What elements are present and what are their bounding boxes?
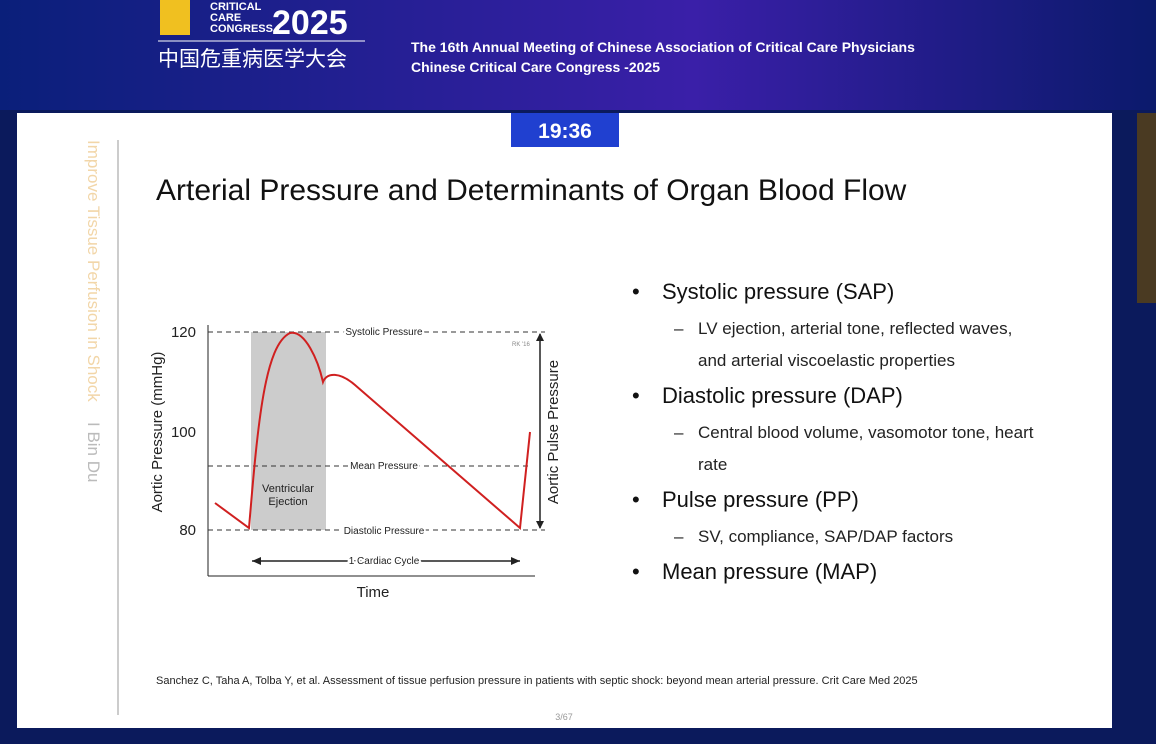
video-strip [1137,113,1156,303]
meeting: The 16th Annual Meeting of Chinese Assoc… [411,39,915,55]
ref-lines [208,331,545,531]
cycle-label: 1 Cardiac Cycle [349,556,420,567]
header-bg [0,0,1156,110]
pulse-label: Aortic Pulse Pressure [545,360,562,504]
citation: Sanchez C, Taha A, Tolba Y, et al. Asses… [156,675,918,687]
bullet: Pulse pressure (PP) [632,487,859,513]
logo-mark [160,0,190,35]
sidebar-topic: Improve Tissue Perfusion in Shock [84,140,103,402]
chinese-name: 中国危重病医学大会 [158,48,347,71]
y-label: Aortic Pressure (mmHg) [149,352,166,513]
mean-label: Mean Pressure [350,461,418,472]
figure: 120 100 80 Aortic Pressure (mmHg) Time S… [149,324,562,601]
logo-line: CARE [210,12,241,24]
page-number: 3/67 [555,712,573,722]
diastolic-label: Diastolic Pressure [344,526,425,537]
slide-title: Arterial Pressure and Determinants of Or… [156,174,907,207]
logo-year: 2025 [272,4,348,42]
bullet: Mean pressure (MAP) [632,559,877,585]
bullet: Diastolic pressure (DAP) [632,383,903,409]
systolic-label: Systolic Pressure [345,327,423,338]
sub-bullet: SV, compliance, SAP/DAP factors [674,521,1043,553]
timer: 19:36 [538,120,592,143]
bullet: Systolic pressure (SAP) [632,279,894,305]
sidebar: Improve Tissue Perfusion in Shock I Bin … [84,140,103,482]
congress: Chinese Critical Care Congress -2025 [411,59,660,75]
sub-bullet: LV ejection, arterial tone, reflected wa… [674,313,1043,377]
timer-box [511,113,619,147]
x-label: Time [357,584,390,601]
y-tick-label: 100 [171,424,196,441]
waveform [214,331,531,531]
logo-line: CRITICAL [210,1,262,13]
y-tick-label: 80 [179,522,196,539]
y-tick-label: 120 [171,324,196,341]
logo-line: CONGRESS [210,23,273,35]
ejection-band [251,332,326,530]
ejection-label: Ejection [268,496,307,508]
credit: RK '16 [512,342,530,348]
sub-bullet: Central blood volume, vasomotor tone, he… [674,417,1043,481]
ejection-label: Ventricular [262,483,314,495]
logo: CRITICAL CARE CONGRESS 2025 中国危重病医学大会 Th… [158,1,915,75]
sidebar-speaker: I Bin Du [84,422,103,482]
